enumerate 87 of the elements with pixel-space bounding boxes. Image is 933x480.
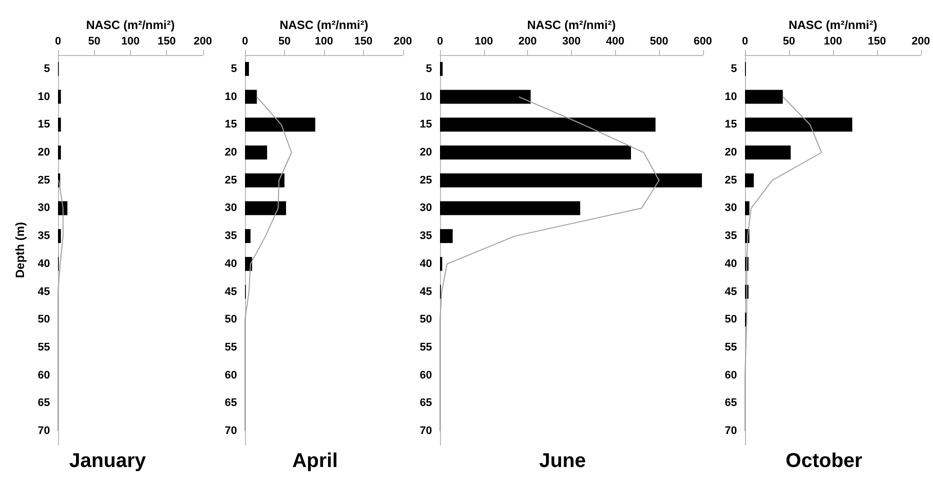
y-tick-label: 30 [420,202,432,214]
y-tick-label: 30 [38,202,50,214]
y-tick-label: 10 [38,90,50,103]
y-tick-label: 70 [224,425,237,438]
y-tick-label: 35 [420,230,432,242]
text: October [786,450,863,472]
x-tick-label: 200 [194,36,212,48]
y-tick-label: 30 [224,202,237,214]
y-tick-label: 55 [224,342,237,354]
y-tick-label: 45 [38,286,50,298]
x-axis-title: NASC (m²/nmi²) [280,18,368,32]
y-tick-label: 60 [224,369,237,382]
y-tick-label: 50 [420,314,432,326]
y-tick-label: 15 [224,118,237,131]
y-tick-label: 5 [44,62,50,75]
y-tick-label: 25 [38,174,50,186]
y-tick-label: 55 [38,342,50,354]
y-tick-label: 35 [224,230,237,242]
x-tick-label: 300 [562,36,581,48]
x-tick-label: 150 [868,36,886,48]
y-tick-label: 45 [224,286,237,298]
y-tick-label: 10 [724,90,737,103]
y-tick-label: 10 [224,90,237,103]
text: June [539,450,586,472]
y-tick-label: 50 [724,314,737,326]
y-tick-label: 70 [38,425,50,438]
y-tick-label: 10 [420,90,432,103]
x-tick-label: 50 [278,36,291,48]
x-tick-label: 100 [121,36,140,48]
x-tick-label: 100 [474,36,493,48]
x-tick-label: 600 [694,36,712,48]
x-tick-label: 150 [354,36,373,48]
text: January [69,450,147,472]
x-tick-label: 200 [518,36,537,48]
y-tick-label: 40 [420,258,432,270]
y-tick-label: 40 [38,258,50,270]
y-tick-label: 5 [426,62,432,75]
y-tick-label: 70 [420,425,432,438]
y-tick-label: 20 [420,146,432,158]
y-tick-label: 65 [38,397,50,410]
y-tick-label: 40 [224,258,237,270]
x-tick-label: 50 [88,36,100,48]
y-tick-label: 50 [224,314,237,326]
y-tick-label: 20 [38,146,50,158]
y-tick-label: 15 [420,118,432,131]
x-tick-label: 0 [54,36,62,48]
y-tick-label: 45 [724,286,737,298]
y-tick-label: 60 [420,369,432,382]
x-tick-label: 200 [912,36,930,48]
y-tick-label: 5 [230,62,237,75]
y-tick-label: 35 [38,230,50,242]
y-tick-label: 25 [420,174,432,186]
x-tick-label: 150 [157,36,176,48]
x-tick-label: 50 [782,36,796,48]
y-tick-label: 15 [724,118,737,131]
y-tick-label: 60 [724,369,737,382]
y-tick-label: 65 [420,397,432,410]
y-tick-label: 20 [224,146,237,158]
y-tick-label: 60 [38,369,50,382]
y-tick-label: 70 [724,425,737,438]
y-tick-label: 25 [224,174,237,186]
y-tick-label: 40 [724,258,737,270]
x-axis-title: NASC (m²/nmi²) [86,18,175,32]
x-tick-label: 100 [824,36,842,48]
y-tick-label: 55 [724,342,737,354]
x-tick-label: 100 [314,36,334,48]
y-tick-label: 50 [38,314,50,326]
y-tick-label: 30 [724,202,737,214]
text: April [292,450,338,472]
y-tick-label: 65 [224,397,237,410]
y-tick-label: 25 [724,174,737,186]
y-tick-label: 35 [724,230,737,242]
y-tick-label: 5 [730,62,737,75]
x-tick-label: 400 [606,36,624,48]
y-axis-title: Depth (m) [13,222,27,278]
y-tick-label: 20 [724,146,737,158]
y-tick-label: 45 [420,286,432,298]
x-tick-label: 0 [242,36,248,48]
x-axis-title: NASC (m²/nmi²) [527,18,616,32]
x-tick-label: 0 [742,36,748,48]
x-tick-label: 500 [650,36,668,48]
x-tick-label: 200 [394,36,412,48]
y-tick-label: 65 [724,397,737,410]
x-tick-label: 0 [436,36,444,48]
y-tick-label: 15 [38,118,50,131]
x-axis-title: NASC (m²/nmi²) [788,18,878,32]
y-tick-label: 55 [420,342,432,354]
